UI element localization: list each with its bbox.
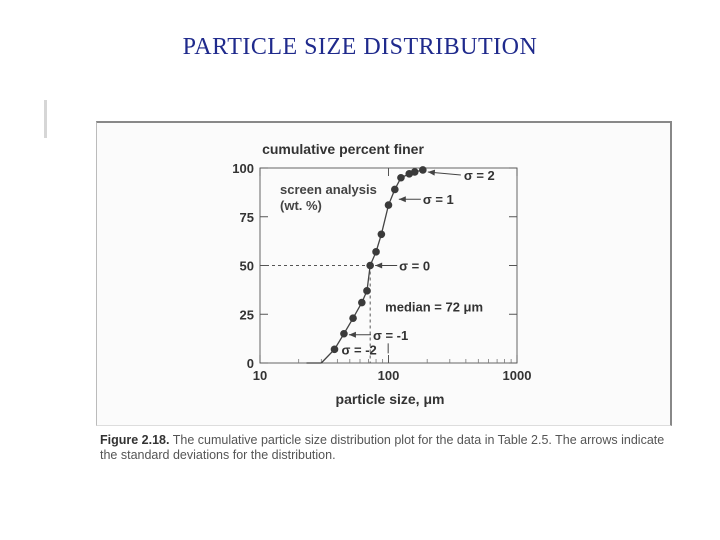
sigma-minus2-label: σ = -2 bbox=[342, 342, 377, 357]
series-label-line2: (wt. %) bbox=[280, 198, 322, 213]
x-axis-label: particle size, μm bbox=[336, 391, 445, 407]
sigma-plus1-arrow-head bbox=[398, 196, 406, 203]
data-point bbox=[349, 314, 357, 322]
data-point bbox=[330, 345, 339, 354]
sigma-zero-label: σ = 0 bbox=[399, 259, 430, 274]
x-tick-label: 1000 bbox=[503, 368, 532, 383]
chart-title: cumulative percent finer bbox=[262, 141, 424, 157]
data-point bbox=[358, 298, 366, 307]
sigma-minus1-arrow-head bbox=[348, 331, 356, 338]
y-tick-label: 25 bbox=[240, 307, 254, 322]
data-point bbox=[419, 166, 427, 174]
median-label: median = 72 μm bbox=[385, 299, 483, 314]
caption-text: The cumulative particle size distributio… bbox=[100, 433, 665, 462]
y-tick-label: 75 bbox=[240, 210, 254, 225]
x-tick-label: 100 bbox=[378, 368, 400, 383]
caption-label: Figure 2.18. bbox=[100, 433, 170, 447]
y-tick-label: 50 bbox=[240, 259, 254, 274]
data-point bbox=[384, 201, 393, 209]
slide-title: PARTICLE SIZE DISTRIBUTION bbox=[182, 34, 538, 60]
y-tick-label: 100 bbox=[232, 161, 254, 176]
sigma-plus2-label: σ = 2 bbox=[464, 168, 495, 183]
scan-artifact bbox=[44, 100, 47, 138]
data-point bbox=[397, 173, 405, 182]
series-label-line1: screen analysis bbox=[280, 182, 377, 197]
sigma-plus2-arrow-head bbox=[427, 169, 436, 176]
x-tick-label: 10 bbox=[253, 368, 267, 383]
sigma-plus1-label: σ = 1 bbox=[423, 192, 454, 207]
data-point bbox=[391, 185, 399, 194]
figure-caption: Figure 2.18. The cumulative particle siz… bbox=[100, 433, 675, 463]
data-point bbox=[363, 287, 371, 295]
data-point bbox=[340, 329, 348, 338]
data-point bbox=[366, 261, 374, 270]
sigma-zero-arrow-head bbox=[375, 262, 383, 269]
data-point bbox=[377, 230, 386, 239]
sigma-minus1-label: σ = -1 bbox=[373, 328, 408, 343]
data-point bbox=[372, 248, 380, 256]
figure-frame bbox=[96, 121, 672, 426]
data-point bbox=[410, 168, 419, 176]
y-tick-label: 0 bbox=[247, 356, 254, 371]
